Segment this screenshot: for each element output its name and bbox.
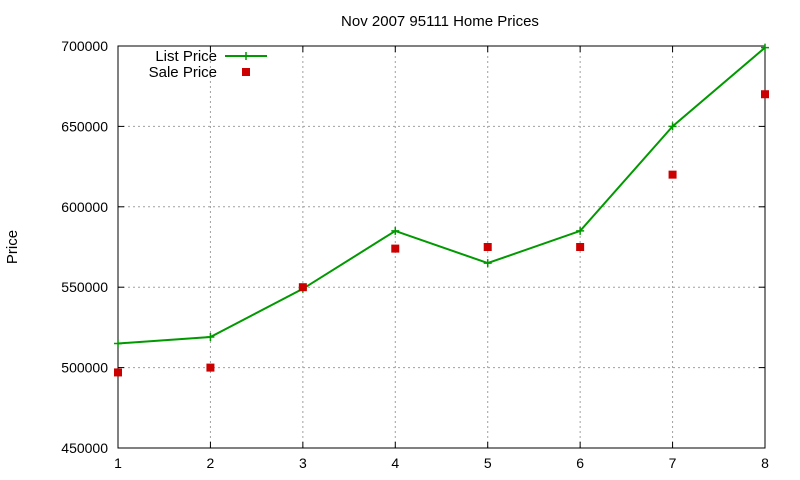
tick-labels: 1 2 3 4 5 6 7 8 450000 500000 550000 600000 650000 70… — [61, 38, 769, 471]
data-point — [668, 170, 677, 179]
data-point — [391, 226, 400, 235]
plot-frame — [117, 45, 766, 449]
data-point — [761, 43, 769, 52]
y-tick-label: 450000 — [61, 440, 108, 456]
data-point — [576, 243, 585, 251]
x-tick-label: 3 — [299, 455, 307, 471]
data-point — [114, 339, 122, 348]
y-tick-label: 600000 — [61, 199, 108, 215]
y-tick-label: 500000 — [61, 360, 108, 376]
legend-item-list-price: List Price — [155, 48, 267, 65]
series-sale-price — [114, 90, 769, 377]
data-point — [483, 259, 492, 268]
data-point — [668, 122, 677, 131]
x-tick-label: 2 — [207, 455, 215, 471]
series-list-price — [114, 43, 769, 348]
legend-label: List Price — [155, 48, 217, 65]
data-point — [206, 363, 215, 372]
x-tick-label: 7 — [669, 455, 677, 471]
legend-item-sale-price: Sale Price — [149, 64, 250, 81]
y-tick-label: 650000 — [61, 118, 108, 134]
data-point — [483, 243, 492, 251]
x-tick-label: 4 — [391, 455, 399, 471]
data-point — [391, 244, 400, 253]
data-point — [114, 368, 122, 377]
data-point — [242, 52, 250, 60]
y-axis-title: Price — [4, 230, 21, 264]
x-tick-label: 6 — [576, 455, 584, 471]
data-point — [576, 226, 585, 235]
legend-label: Sale Price — [149, 64, 217, 81]
data-point — [761, 90, 769, 99]
data-point — [206, 333, 215, 342]
y-tick-label: 550000 — [61, 279, 108, 295]
y-tick-label: 700000 — [61, 38, 108, 54]
series-line — [117, 46, 766, 345]
x-tick-label: 8 — [761, 455, 769, 471]
data-point — [298, 283, 307, 292]
x-tick-label: 1 — [114, 455, 122, 471]
series — [114, 43, 769, 377]
chart-title: Nov 2007 95111 Home Prices — [341, 13, 539, 30]
x-tick-label: 5 — [484, 455, 492, 471]
data-point — [242, 68, 250, 76]
